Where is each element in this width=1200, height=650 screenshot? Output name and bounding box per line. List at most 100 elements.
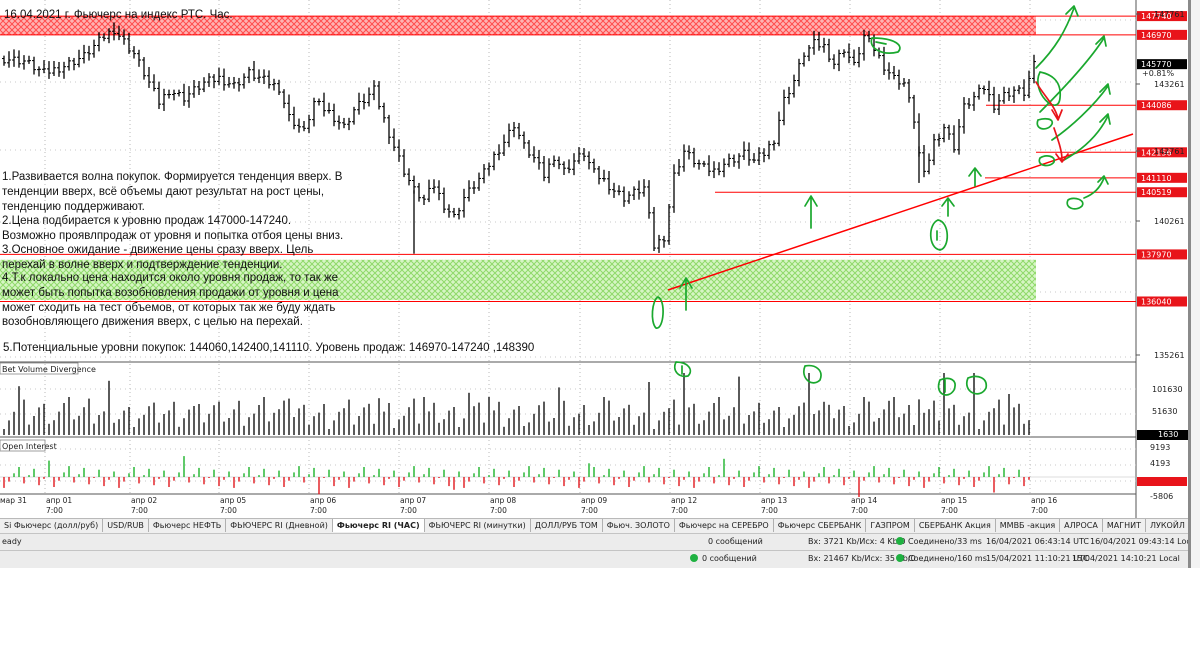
- chart-tab[interactable]: USD/RUB: [103, 519, 149, 532]
- candle: [112, 22, 116, 41]
- candle: [742, 141, 746, 161]
- candle: [542, 155, 546, 182]
- candle: [377, 81, 381, 110]
- candle: [97, 32, 101, 52]
- candle: [942, 123, 946, 143]
- candle: [832, 54, 836, 70]
- candle: [187, 86, 191, 108]
- candle: [862, 29, 866, 61]
- candle: [962, 97, 966, 134]
- candle: [622, 186, 626, 207]
- status-bar-bottom: 0 сообщений Вх: 21467 Kb/Исх: 35 Kb/0 Со…: [0, 550, 1188, 568]
- candle: [37, 66, 41, 77]
- candle: [337, 115, 341, 130]
- chart-tab[interactable]: СБЕРБАНК Акция: [915, 519, 996, 532]
- chart-tab[interactable]: Фьючерс СБЕРБАНК: [774, 519, 867, 532]
- candle: [17, 50, 21, 68]
- level-label-137970: 137970: [1141, 250, 1172, 259]
- candle: [257, 69, 261, 84]
- candle: [217, 67, 221, 86]
- candle: [282, 89, 286, 109]
- chart-tab[interactable]: Si Фьючерс (долл/руб): [0, 519, 104, 532]
- oi-panel-title-box: [0, 439, 46, 452]
- candle: [322, 92, 326, 117]
- candle: [267, 70, 271, 89]
- candle: [707, 155, 711, 177]
- candle: [552, 155, 556, 168]
- candle: [972, 91, 976, 111]
- candle: [782, 89, 786, 126]
- candle: [557, 156, 561, 170]
- candle: [77, 49, 81, 68]
- candle: [592, 158, 596, 173]
- candle: [107, 28, 111, 44]
- candle: [922, 145, 926, 178]
- chart-tab[interactable]: ФЬЮЧЕРС RI (Дневной): [226, 519, 333, 532]
- candle: [252, 60, 256, 82]
- chart-tab[interactable]: Фьючерс на СЕРЕБРО: [675, 519, 774, 532]
- candle: [477, 172, 481, 191]
- chart-tab[interactable]: Фьючерс RI (ЧАС): [332, 519, 425, 532]
- candle: [562, 161, 566, 176]
- chart-tab[interactable]: АЛРОСА: [1060, 519, 1103, 532]
- candle: [682, 144, 686, 172]
- status-connection: Соединено/33 ms: [896, 537, 982, 546]
- candle: [797, 58, 801, 87]
- chart-tab[interactable]: ДОЛЛ/РУБ ТОМ: [531, 519, 603, 532]
- x-time-label: 7:00: [220, 506, 237, 515]
- candle: [927, 153, 931, 175]
- candle: [847, 43, 851, 64]
- chart-tab[interactable]: ЛУКОЙЛ: [1146, 519, 1188, 532]
- candle: [487, 162, 491, 176]
- x-date-label: апр 16: [1031, 496, 1057, 505]
- candle: [1002, 86, 1006, 104]
- candle: [612, 182, 616, 198]
- window-border: [1188, 0, 1191, 568]
- level-note: +0.81%: [1142, 69, 1175, 78]
- candle: [232, 76, 236, 89]
- candle: [792, 74, 796, 98]
- candle: [977, 84, 981, 100]
- candle: [182, 83, 186, 106]
- candle: [332, 103, 336, 127]
- buy-zone: [0, 259, 1036, 301]
- annotation-1: 1.Развивается волна покупок. Формируется…: [2, 171, 343, 213]
- level-tag-141110: [1137, 172, 1187, 183]
- chart-tab[interactable]: ГАЗПРОМ: [866, 519, 915, 532]
- candle: [447, 204, 451, 218]
- x-time-label: 7:00: [851, 506, 868, 515]
- candle: [692, 147, 696, 168]
- level-tag-147740: [1137, 11, 1187, 22]
- candle: [587, 151, 591, 170]
- level-tag-146970: [1137, 29, 1187, 40]
- candle: [492, 151, 496, 171]
- chart-tab[interactable]: Фьюч. ЗОЛОТО: [603, 519, 675, 532]
- candle: [712, 161, 716, 179]
- volume-circle-mark: [673, 361, 692, 378]
- down-arrow-mark: [1035, 81, 1063, 121]
- candle: [352, 106, 356, 125]
- chart-tab[interactable]: Фьючерс НЕФТЬ: [149, 519, 227, 532]
- x-date-label: апр 02: [131, 496, 157, 505]
- candle: [597, 165, 601, 185]
- x-date-label: апр 14: [851, 496, 877, 505]
- candle: [867, 30, 871, 43]
- chart-tab[interactable]: ФЬЮЧЕРС RI (минутки): [425, 519, 531, 532]
- chart-tab[interactable]: ММВБ -акция: [996, 519, 1061, 532]
- candle: [172, 89, 176, 101]
- candle: [617, 185, 621, 196]
- chart-tab[interactable]: МАГНИТ: [1103, 519, 1146, 532]
- candle: [787, 86, 791, 105]
- status-time-utc: 16/04/2021 06:43:14 UTC: [986, 537, 1089, 546]
- candle: [67, 56, 71, 71]
- candle: [522, 131, 526, 149]
- candle: [92, 39, 96, 58]
- level-tag-140519: [1137, 187, 1187, 198]
- up-arrow-mark: [941, 197, 955, 217]
- volume-circle-mark: [937, 377, 956, 396]
- messages-icon: [690, 554, 698, 562]
- price-chart[interactable]: 147740 146970 145770+0.81% 144086 142156 1411…: [0, 0, 1188, 518]
- x-date-label: мар 31: [0, 496, 27, 505]
- vol-tick-label: 51630: [1152, 407, 1177, 416]
- candle: [142, 57, 146, 80]
